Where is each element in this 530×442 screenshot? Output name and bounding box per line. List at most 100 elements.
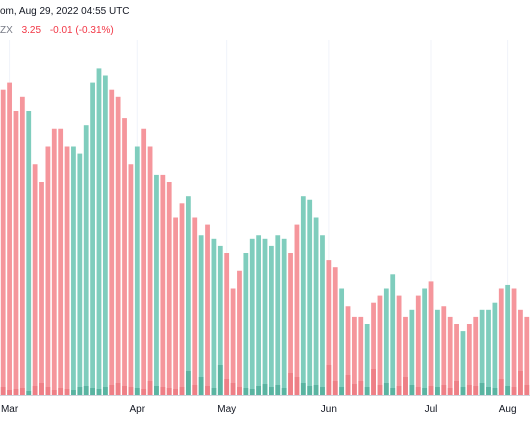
price-bar <box>173 217 178 395</box>
volume-bar <box>19 388 25 395</box>
volume-bar <box>115 383 121 395</box>
price-bar <box>300 196 306 395</box>
volume-bar <box>466 385 472 395</box>
volume-bar <box>435 387 440 395</box>
price-bar <box>288 253 293 395</box>
price-bar <box>390 274 396 395</box>
x-tick-label: Jun <box>321 404 337 415</box>
price-bar <box>134 146 140 395</box>
volume-bar <box>90 388 95 395</box>
price-bar <box>415 295 421 395</box>
volume-bar <box>7 390 12 395</box>
volume-bar <box>122 386 127 395</box>
price-bar <box>32 164 38 395</box>
header-timestamp-text: om, Aug 29, 2022 04:55 UTC <box>0 6 130 17</box>
volume-bar <box>230 383 236 395</box>
volume-bar <box>154 386 159 395</box>
volume-bar <box>345 375 351 395</box>
volume-bar <box>237 387 242 395</box>
volume-bar <box>486 387 491 395</box>
volume-bar <box>268 387 274 395</box>
volume-bar <box>447 388 453 395</box>
volume-bar <box>102 387 108 395</box>
volume-bar <box>243 388 249 395</box>
volume-bar <box>96 389 102 395</box>
price-bar <box>211 238 217 395</box>
price-bar <box>192 217 198 395</box>
volume-bar <box>185 371 191 395</box>
volume-bar <box>64 389 70 395</box>
volume-bar <box>383 383 389 395</box>
price-bar <box>128 164 134 395</box>
volume-bar <box>192 385 198 395</box>
price-bar <box>198 235 204 395</box>
volume-bar <box>403 377 408 395</box>
volume-bar <box>51 390 57 395</box>
volume-bar <box>71 390 76 395</box>
chart-header-timestamp: om, Aug 29, 2022 04:55 UTC <box>0 6 130 17</box>
volume-bar <box>26 391 32 395</box>
price-bar <box>383 288 389 395</box>
price-bar <box>19 96 25 396</box>
volume-bar <box>326 365 332 395</box>
x-axis-ticks: Mar Apr May Jun Jul Aug <box>1 404 517 415</box>
price-bar <box>473 316 479 395</box>
chart-header-legend: ZX 3.25 -0.01 (-0.31%) <box>0 25 114 36</box>
price-bar <box>262 238 268 395</box>
volume-bar <box>134 388 140 395</box>
price-bar <box>435 309 440 395</box>
price-bar <box>243 253 249 395</box>
volume-bar <box>396 386 402 395</box>
price-bar <box>345 306 351 395</box>
price-bar <box>141 128 147 395</box>
price-bar <box>518 309 523 395</box>
price-bar <box>320 235 325 395</box>
price-bar <box>460 331 466 395</box>
price-bar <box>352 316 357 395</box>
price-bar <box>256 235 262 395</box>
volume-bar <box>211 388 217 395</box>
price-bar <box>454 324 459 395</box>
price-bar <box>77 153 83 395</box>
price-bar <box>166 182 172 395</box>
volume-bar <box>281 388 287 395</box>
volume-bar <box>205 386 210 395</box>
price-bar <box>371 302 376 395</box>
volume-bar <box>518 371 523 395</box>
price-bar <box>58 128 64 395</box>
price-bar <box>396 295 402 395</box>
x-tick-label: Apr <box>130 404 146 415</box>
price-bar <box>205 224 210 395</box>
volume-bar <box>511 387 517 395</box>
price-bar <box>102 75 108 395</box>
volume-bar <box>173 389 178 395</box>
x-tick-label: May <box>217 404 236 415</box>
price-bar <box>122 118 127 395</box>
volume-bar <box>262 384 268 395</box>
volume-bar <box>498 379 504 395</box>
volume-bar <box>524 385 530 395</box>
price-bar <box>109 89 115 395</box>
price-bar <box>26 111 32 395</box>
price-bar <box>185 196 191 395</box>
volume-bar <box>39 383 44 395</box>
price-bar <box>492 302 498 395</box>
price-bar <box>154 174 159 395</box>
price-bar <box>428 281 434 395</box>
price-bar <box>217 245 223 395</box>
price-bar <box>275 235 281 395</box>
price-bar <box>505 284 511 395</box>
price-bar <box>230 288 236 395</box>
price-bar <box>268 245 274 395</box>
price-bar <box>147 146 153 395</box>
volume-bar <box>313 385 319 395</box>
price-bar <box>479 309 485 395</box>
volume-bar <box>300 383 306 395</box>
volume-bar <box>352 384 357 395</box>
volume-bar <box>224 379 230 395</box>
volume-bar <box>147 381 153 395</box>
volume-bar <box>32 386 38 395</box>
volume-bar <box>141 389 147 395</box>
price-bar <box>71 146 76 395</box>
